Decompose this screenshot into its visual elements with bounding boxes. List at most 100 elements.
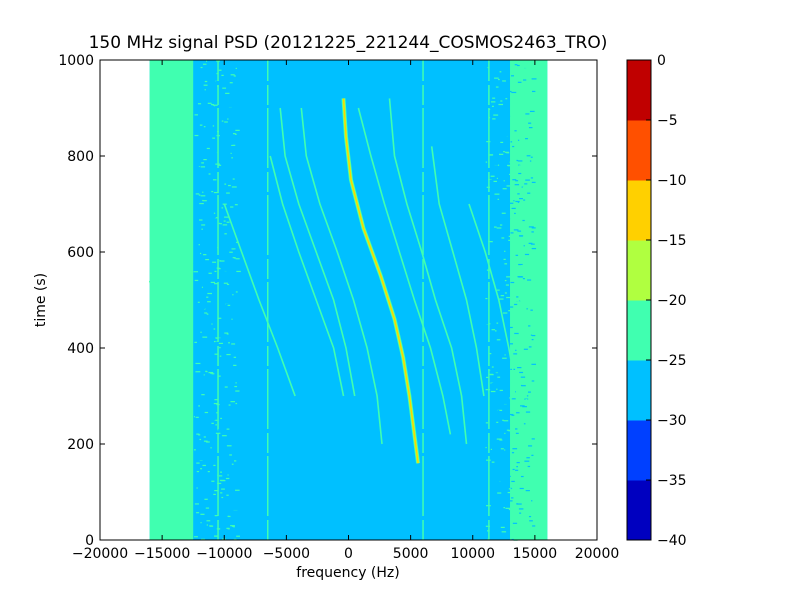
noise-speckle: [230, 260, 235, 262]
noise-speckle: [198, 405, 200, 407]
noise-speckle: [203, 369, 205, 372]
noise-speckle: [513, 353, 518, 355]
noise-speckle: [522, 219, 525, 222]
noise-speckle: [194, 536, 198, 538]
edge-noise-band: [149, 60, 194, 540]
noise-speckle: [201, 224, 206, 226]
noise-speckle: [226, 221, 230, 223]
noise-speckle: [520, 376, 526, 378]
noise-speckle: [510, 377, 513, 379]
noise-speckle: [194, 279, 199, 282]
noise-speckle: [525, 208, 531, 210]
noise-speckle: [230, 397, 234, 399]
noise-speckle: [223, 282, 228, 284]
noise-speckle: [515, 469, 519, 471]
noise-speckle: [217, 387, 221, 390]
noise-speckle: [498, 103, 504, 106]
noise-speckle: [489, 398, 493, 400]
noise-speckle: [493, 515, 499, 518]
noise-speckle: [518, 330, 520, 332]
noise-speckle: [488, 241, 493, 243]
noise-speckle: [485, 70, 488, 72]
noise-speckle: [485, 161, 488, 163]
noise-speckle: [218, 388, 221, 390]
colorbar-tick-label: −25: [657, 353, 687, 369]
noise-speckle: [213, 191, 219, 194]
noise-speckle: [215, 126, 218, 128]
noise-speckle: [224, 121, 228, 123]
x-tick-label: 5000: [393, 546, 429, 562]
noise-speckle: [531, 247, 537, 250]
noise-speckle: [204, 138, 208, 140]
noise-speckle: [205, 370, 208, 373]
noise-speckle: [200, 534, 204, 536]
noise-speckle: [201, 87, 206, 90]
noise-speckle: [500, 295, 505, 297]
noise-speckle: [201, 129, 204, 131]
noise-speckle: [516, 466, 518, 468]
noise-speckle: [519, 392, 522, 394]
noise-speckle: [500, 158, 505, 160]
noise-speckle: [520, 360, 526, 362]
noise-speckle: [230, 525, 235, 527]
noise-speckle: [511, 538, 514, 541]
noise-speckle: [223, 228, 228, 231]
noise-speckle: [230, 74, 235, 76]
noise-speckle: [493, 122, 497, 125]
noise-speckle: [218, 164, 222, 166]
noise-speckle: [213, 419, 216, 421]
noise-speckle: [212, 452, 217, 454]
noise-speckle: [507, 500, 513, 502]
noise-speckle: [215, 424, 217, 426]
noise-speckle: [203, 126, 206, 128]
noise-speckle: [516, 300, 519, 302]
noise-speckle: [212, 125, 215, 127]
noise-speckle: [202, 191, 204, 193]
noise-speckle: [485, 116, 488, 118]
colorbar-segment: [627, 360, 651, 421]
noise-speckle: [516, 159, 519, 162]
noise-speckle: [213, 212, 216, 214]
noise-speckle: [496, 388, 498, 390]
noise-speckle: [515, 254, 519, 256]
noise-speckle: [231, 144, 236, 146]
noise-speckle: [498, 298, 504, 300]
colorbar: −40 −35 −30 −25 −20 −15 −10 −5 0: [626, 53, 687, 549]
noise-speckle: [225, 129, 230, 132]
noise-speckle: [194, 391, 196, 393]
noise-speckle: [205, 453, 208, 455]
noise-speckle: [510, 406, 513, 408]
noise-speckle: [519, 487, 524, 490]
noise-speckle: [212, 104, 218, 106]
noise-speckle: [527, 465, 531, 468]
noise-speckle: [217, 375, 221, 377]
noise-speckle: [498, 78, 500, 81]
noise-speckle: [194, 114, 199, 116]
noise-speckle: [489, 481, 492, 483]
noise-speckle: [502, 80, 506, 82]
noise-speckle: [231, 157, 233, 159]
noise-speckle: [222, 298, 225, 300]
noise-speckle: [207, 185, 212, 187]
noise-speckle: [193, 262, 197, 264]
noise-speckle: [198, 194, 201, 196]
noise-speckle: [222, 538, 225, 540]
noise-speckle: [531, 78, 537, 80]
noise-speckle: [493, 309, 498, 311]
noise-speckle: [500, 365, 503, 367]
noise-speckle: [524, 150, 528, 152]
noise-speckle: [235, 67, 237, 70]
noise-speckle: [494, 503, 499, 506]
noise-speckle: [205, 259, 210, 261]
noise-speckle: [194, 196, 199, 199]
signal-trace: [279, 107, 356, 397]
noise-speckle: [505, 98, 508, 100]
noise-speckle: [233, 327, 235, 329]
noise-speckle: [492, 97, 496, 99]
noise-speckle: [508, 475, 511, 478]
noise-speckle: [523, 365, 529, 367]
noise-speckle: [222, 149, 227, 152]
noise-speckle: [517, 366, 522, 369]
noise-speckle: [491, 366, 494, 368]
noise-speckle: [500, 526, 505, 528]
